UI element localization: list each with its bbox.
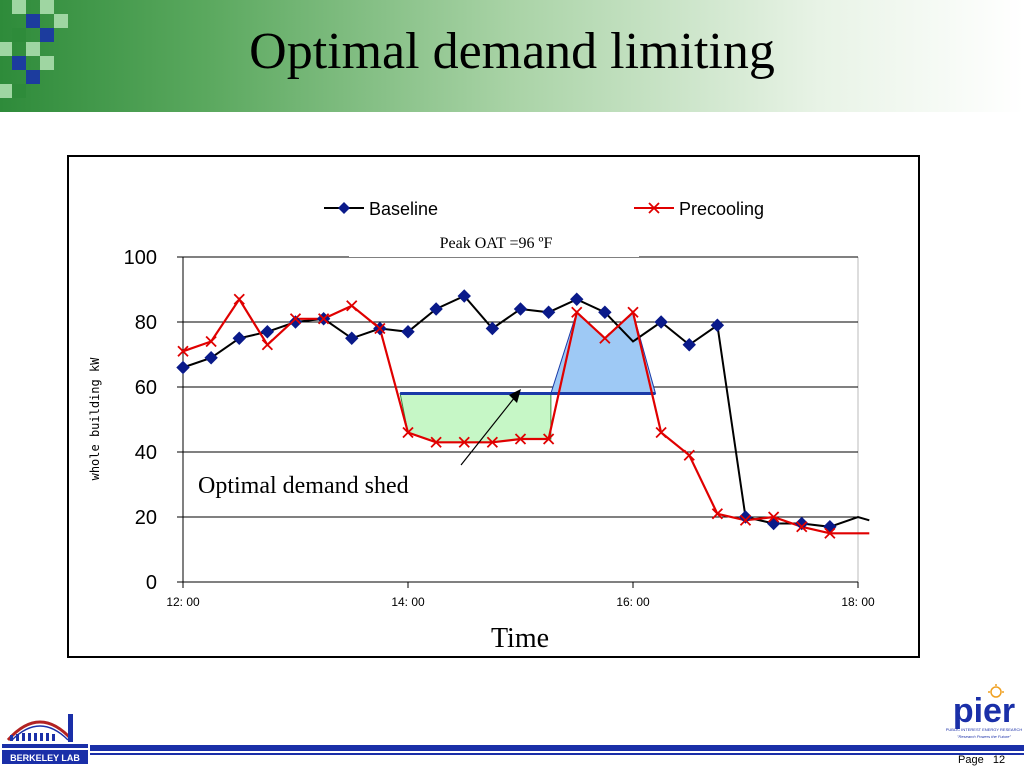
precooling-marker [739,514,752,526]
baseline-marker [260,325,275,339]
page-label-text: Page [958,754,984,766]
shed-label-bg [195,469,477,503]
shaded-regions [399,311,657,443]
xtick-label: 18: 00 [841,595,875,609]
ytick-label: 20 [135,507,157,529]
header-band [0,0,1024,112]
xtick-label: 12: 00 [166,595,200,609]
x-axis-label-bg [474,620,566,656]
precooling-marker [430,436,442,448]
precooling-marker [711,508,724,520]
baseline-marker [654,315,668,329]
precooling-marker [767,511,780,523]
annotation-peak-oat: Peak OAT =96 ºF [440,235,553,252]
pier-logo-text: pier [953,692,1015,730]
precooling-marker [683,449,695,461]
legend-precooling-marker [648,202,660,214]
ytick-label: 80 [135,312,157,334]
legend: Baseline Precooling [324,199,764,219]
shed-label: Optimal demand shed [198,473,409,499]
footer-bar [90,745,1024,751]
baseline-marker [598,305,612,319]
berkeley-lab-logo: BERKELEY LAB [2,714,88,764]
baseline-marker [204,351,218,365]
precooling-marker [571,306,583,318]
precooling-marker [233,293,245,305]
header-squares-logo [0,0,68,98]
precooling-marker [627,306,639,318]
x-axis-label: Time [491,623,549,654]
precooling-marker [261,339,274,351]
baseline-marker [485,321,500,336]
shed-arrow-head [509,389,521,403]
y-axis-label: whole building kW [88,357,102,481]
baseline-marker [823,520,837,534]
precooling-marker [289,313,302,325]
xtick-label: 16: 00 [616,595,650,609]
precooling-marker [599,332,611,344]
baseline-marker [345,331,359,345]
ytick-label: 40 [135,442,157,464]
ytick-label: 0 [146,572,157,594]
baseline-marker [288,315,303,329]
baseline-marker [457,289,471,303]
shed-area [399,393,552,443]
chart-frame: 0 20 40 60 80 100 12: 00 14: 00 16: 00 18: 00 Bas… [67,155,920,658]
baseline-marker [682,338,696,352]
precooling-marker [824,527,836,539]
berkeley-lab-logo-text: BERKELEY LAB [10,753,80,763]
chart-labels: Peak OAT =96 ºF whole building kW Optimal … [88,229,639,656]
ytick-label: 60 [135,377,157,399]
baseline-marker [541,305,556,319]
precooling-marker [346,300,358,312]
precooling-marker [655,426,667,439]
pier-tagline: PUBLIC INTEREST ENERGY RESEARCH [946,727,1023,732]
ytick-label: 100 [124,247,157,269]
pier-logo: pier PUBLIC INTEREST ENERGY RESEARCH "Re… [946,684,1023,739]
baseline-marker [176,360,190,375]
precooling-marker [796,521,808,533]
pier-subtagline: "Research Powers the Future" [957,734,1011,739]
axes: 0 20 40 60 80 100 12: 00 14: 00 16: 00 18: 00 [124,247,875,609]
annotation-bg [349,229,639,257]
baseline-marker [570,292,584,306]
legend-precooling-label: Precooling [679,199,764,219]
series-line-precooling [182,297,870,535]
legend-baseline-marker [338,202,350,214]
precooling-marker [514,433,527,445]
precooling-marker [402,426,414,439]
page-number: 12 [992,754,1006,766]
precooling-marker [317,313,330,325]
precooling-marker [177,345,189,357]
footer-bar-thin [90,753,1024,755]
precooling-marker [205,335,217,348]
baseline-marker [401,325,415,339]
series-markers [176,289,837,539]
rebound-area [550,311,657,394]
page-number-label: Page 12 [958,754,1005,766]
precooling-marker [374,322,386,335]
shed-arrow-line [460,396,516,466]
baseline-marker [513,302,528,316]
precooling-marker [458,436,470,448]
baseline-marker [232,331,246,345]
precooling-marker [486,436,499,448]
slide-title: Optimal demand limiting [249,23,775,80]
xtick-label: 14: 00 [391,595,425,609]
chart: 0 20 40 60 80 100 12: 00 14: 00 16: 00 18: 00 Bas… [88,199,875,656]
baseline-marker [429,302,443,316]
precooling-marker [542,433,555,445]
legend-baseline-label: Baseline [369,199,438,219]
baseline-marker [710,318,725,332]
